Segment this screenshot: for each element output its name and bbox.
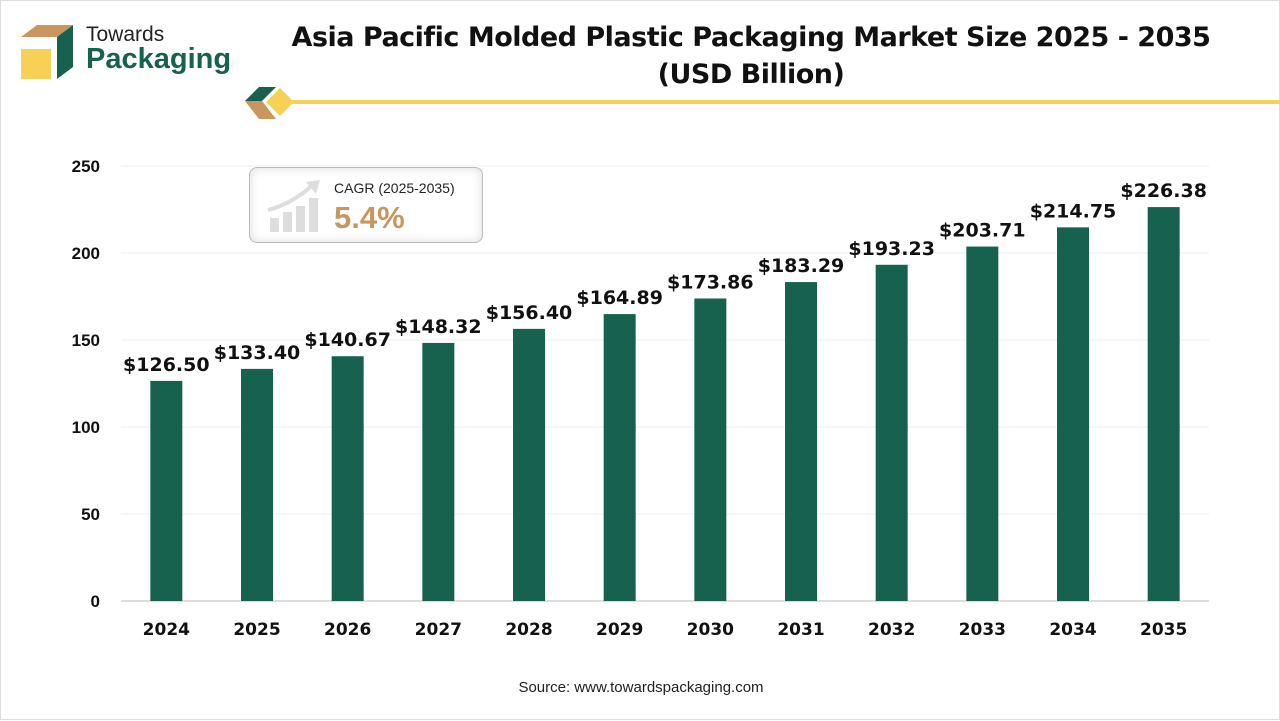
bar-2033 <box>966 246 999 601</box>
cagr-label: CAGR (2025-2035) <box>334 180 455 196</box>
bar-2029 <box>603 314 636 601</box>
title-line: Asia Pacific Molded Plastic Packaging Ma… <box>291 22 1211 53</box>
bar-2024 <box>150 380 183 601</box>
y-tick-label: 0 <box>91 592 100 611</box>
y-tick-label: 200 <box>72 244 100 263</box>
y-tick-label: 50 <box>81 505 100 524</box>
x-tick-label: 2032 <box>868 620 915 640</box>
x-tick-label: 2026 <box>324 620 371 640</box>
logo-text-towards: Towards <box>86 23 165 46</box>
title-decoration <box>245 87 1280 119</box>
data-label: $133.40 <box>214 342 301 364</box>
x-tick-label: 2028 <box>505 620 552 640</box>
x-tick-label: 2027 <box>415 620 462 640</box>
x-tick-label: 2034 <box>1049 620 1096 640</box>
bar-2030 <box>694 298 727 601</box>
bar-2027 <box>422 342 455 601</box>
logo-text-packaging: Packaging <box>86 43 232 75</box>
data-label: $148.32 <box>395 316 482 338</box>
bar-2031 <box>785 282 817 601</box>
x-tick-label: 2033 <box>959 620 1006 640</box>
data-label: $156.40 <box>486 302 573 324</box>
y-tick-label: 150 <box>72 331 100 350</box>
growth-chart-icon <box>267 180 320 232</box>
data-label: $126.50 <box>123 354 210 376</box>
bar-2035 <box>1147 207 1180 601</box>
x-tick-label: 2031 <box>777 620 824 640</box>
cagr-box: CAGR (2025-2035) 5.4% <box>249 167 483 243</box>
x-tick-label: 2029 <box>596 620 643 640</box>
x-tick-label: 2024 <box>143 620 190 640</box>
logo: Towards Packaging <box>19 23 231 88</box>
bar-2032 <box>875 264 908 601</box>
data-label: $140.67 <box>304 329 391 351</box>
data-label: $183.29 <box>758 255 845 277</box>
bar-2026 <box>331 356 364 601</box>
bar-2028 <box>513 328 545 601</box>
cagr-value: 5.4% <box>334 200 405 235</box>
data-label: $203.71 <box>939 220 1026 242</box>
y-tick-label: 250 <box>72 157 100 176</box>
subtitle-line: (USD Billion) <box>657 59 845 90</box>
source-text: Source: www.towardspackaging.com <box>518 679 764 696</box>
x-tick-label: 2025 <box>233 620 280 640</box>
logo-box-icon <box>21 25 73 79</box>
data-label: $214.75 <box>1030 200 1117 222</box>
data-label: $193.23 <box>848 238 935 260</box>
y-tick-label: 100 <box>72 418 100 437</box>
x-tick-label: 2035 <box>1140 620 1187 640</box>
data-label: $226.38 <box>1120 180 1207 202</box>
data-label: $164.89 <box>576 287 663 309</box>
data-label: $173.86 <box>667 271 754 293</box>
chart-title: Asia Pacific Molded Plastic Packaging Ma… <box>251 19 1251 93</box>
bar-2025 <box>241 368 273 601</box>
bar-2034 <box>1057 227 1089 601</box>
x-tick-label: 2030 <box>687 620 734 640</box>
